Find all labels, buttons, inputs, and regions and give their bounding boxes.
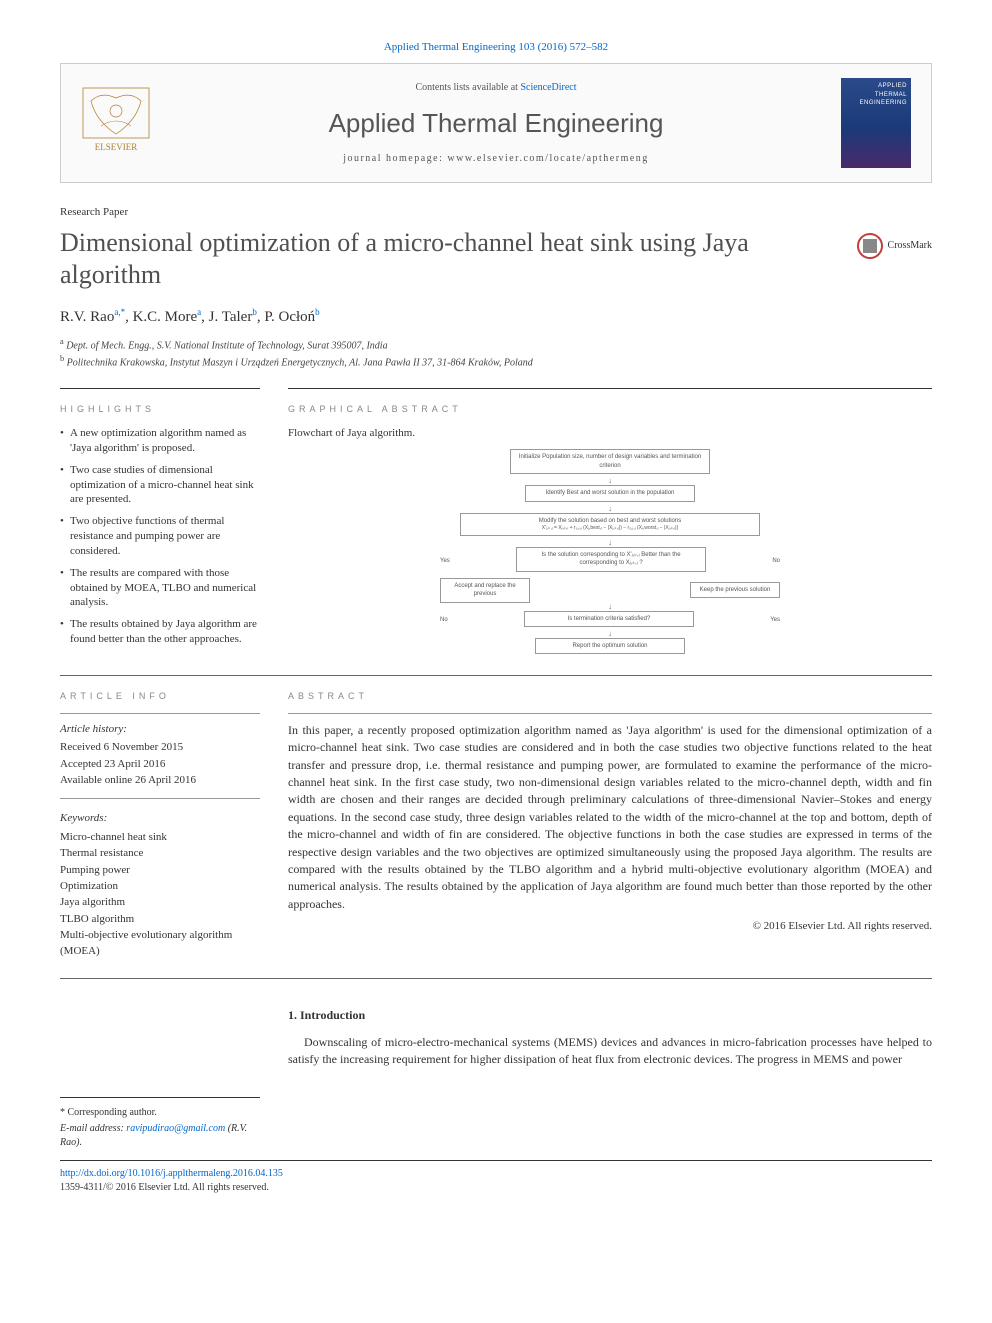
contents-prefix: Contents lists available at [415,82,520,93]
keyword: Optimization [60,879,260,894]
keyword: Micro-channel heat sink [60,830,260,845]
doi-link[interactable]: http://dx.doi.org/10.1016/j.applthermale… [60,1168,283,1179]
keyword: Thermal resistance [60,846,260,861]
highlights-list: A new optimization algorithm named as 'J… [60,426,260,647]
arrow-down-icon: ↓ [440,539,780,547]
crossmark-badge[interactable]: CrossMark [857,233,932,259]
introduction-heading: 1. Introduction [288,1007,932,1024]
introduction-block: 1. Introduction Downscaling of micro-ele… [288,1007,932,1150]
author-sup: b [252,307,257,317]
flowchart-box-decision2: Is termination criteria satisfied? [524,611,694,627]
affiliations: a Dept. of Mech. Engg., S.V. National In… [60,336,932,371]
page-root: Applied Thermal Engineering 103 (2016) 5… [0,0,992,1235]
authors-line: R.V. Raoa,*, K.C. Morea, J. Talerb, P. O… [60,306,932,328]
sciencedirect-link[interactable]: ScienceDirect [520,82,576,93]
highlight-item: A new optimization algorithm named as 'J… [60,426,260,456]
keyword: Pumping power [60,863,260,878]
accepted-date: Accepted 23 April 2016 [60,757,260,772]
rule [60,798,260,799]
highlight-item: The results are compared with those obta… [60,566,260,611]
article-info-label: ARTICLE INFO [60,690,260,703]
abstract-text: In this paper, a recently proposed optim… [288,722,932,913]
rule [288,713,932,714]
flowchart-box-modify: Modify the solution based on best and wo… [460,513,760,536]
author: R.V. Rao [60,309,114,325]
rule [288,388,932,389]
received-date: Received 6 November 2015 [60,740,260,755]
article-type: Research Paper [60,205,932,220]
affiliation-line: a Dept. of Mech. Engg., S.V. National In… [60,336,932,353]
flowchart-diagram: Initialize Population size, number of de… [440,449,780,654]
flowchart-no: No [440,616,448,624]
graphical-caption: Flowchart of Jaya algorithm. [288,426,932,441]
corresponding-author-block: * Corresponding author. E-mail address: … [60,1097,260,1150]
journal-cover-thumbnail: APPLIED THERMAL ENGINEERING [841,78,911,168]
flowchart-yes: Yes [770,616,780,624]
journal-homepage: journal homepage: www.elsevier.com/locat… [163,152,829,166]
keywords-head: Keywords: [60,811,260,826]
arrow-down-icon: ↓ [440,477,780,485]
arrow-down-icon: ↓ [440,603,780,611]
journal-banner: ELSEVIER Contents lists available at Sci… [60,63,932,183]
rule [60,713,260,714]
highlight-item: The results obtained by Jaya algorithm a… [60,617,260,647]
online-date: Available online 26 April 2016 [60,773,260,788]
author: P. Ocłoń [264,309,315,325]
doi-footer: http://dx.doi.org/10.1016/j.applthermale… [60,1160,932,1195]
contents-available: Contents lists available at ScienceDirec… [163,81,829,95]
highlights-label: HIGHLIGHTS [60,403,260,416]
author-sup: b [315,307,320,317]
rule [60,978,932,979]
arrow-down-icon: ↓ [440,630,780,638]
email-line: E-mail address: ravipudirao@gmail.com (R… [60,1122,260,1150]
flowchart-box-decision1: Is the solution corresponding to X'ⱼ,ₖ,ᵢ… [516,547,706,572]
article-history-head: Article history: [60,722,260,737]
keyword: Jaya algorithm [60,895,260,910]
corresponding-author-label: * Corresponding author. [60,1106,260,1120]
abstract-block: ABSTRACT In this paper, a recently propo… [288,690,932,960]
journal-name: Applied Thermal Engineering [163,105,829,141]
author: J. Taler [209,309,253,325]
flowchart-box-report: Report the optimum solution [535,638,685,654]
article-title: Dimensional optimization of a micro-chan… [60,227,841,292]
flowchart-box-accept: Accept and replace the previous [440,578,530,603]
author-sup: a [197,307,201,317]
copyright-line: © 2016 Elsevier Ltd. All rights reserved… [288,919,932,934]
introduction-text: Downscaling of micro-electro-mechanical … [288,1034,932,1069]
keyword: TLBO algorithm [60,912,260,927]
graphical-abstract-label: GRAPHICAL ABSTRACT [288,403,932,416]
email-link[interactable]: ravipudirao@gmail.com [126,1123,225,1134]
elsevier-logo: ELSEVIER [81,86,151,161]
journal-cover-title: APPLIED THERMAL ENGINEERING [841,78,911,111]
citation-header: Applied Thermal Engineering 103 (2016) 5… [60,40,932,55]
highlight-item: Two case studies of dimensional optimiza… [60,463,260,508]
author-sup: a,* [114,307,125,317]
flowchart-yes: Yes [440,557,450,565]
flowchart-box-keep: Keep the previous solution [690,582,780,598]
keyword: Multi-objective evolutionary algorithm (… [60,928,260,959]
abstract-label: ABSTRACT [288,690,932,703]
rule [60,388,260,389]
author: K.C. More [133,309,198,325]
arrow-down-icon: ↓ [440,505,780,513]
crossmark-label: CrossMark [888,239,932,253]
footer-left: * Corresponding author. E-mail address: … [60,1007,260,1150]
affiliation-line: b Politechnika Krakowska, Instytut Maszy… [60,353,932,370]
svg-text:ELSEVIER: ELSEVIER [95,142,138,152]
rule [60,675,932,676]
flowchart-no: No [772,557,780,565]
journal-banner-center: Contents lists available at ScienceDirec… [151,81,841,165]
flowchart-box-identify: Identify Best and worst solution in the … [525,485,695,501]
issn-copyright: 1359-4311/© 2016 Elsevier Ltd. All right… [60,1182,269,1193]
article-info: ARTICLE INFO Article history: Received 6… [60,690,260,960]
highlight-item: Two objective functions of thermal resis… [60,514,260,559]
crossmark-icon [857,233,883,259]
flowchart-box-init: Initialize Population size, number of de… [510,449,710,474]
